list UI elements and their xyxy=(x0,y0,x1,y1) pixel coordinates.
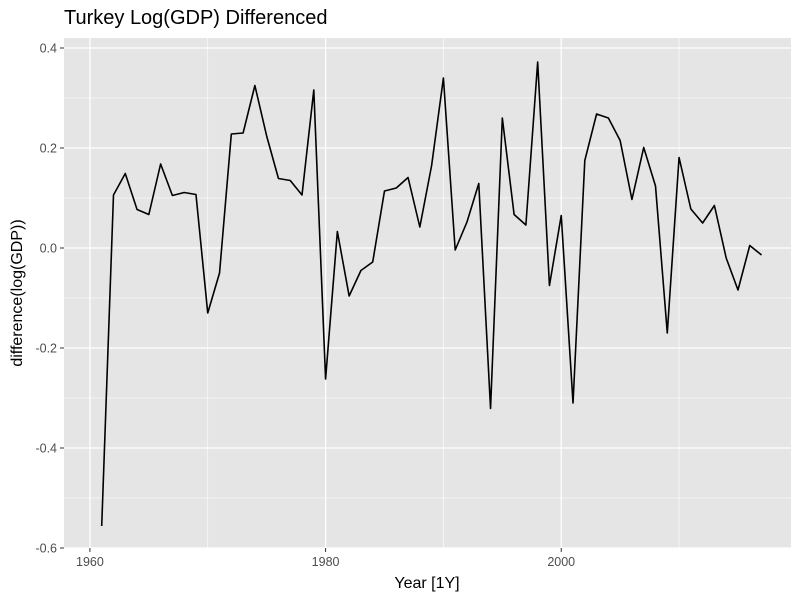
major-gridlines xyxy=(64,38,791,549)
plot-panel xyxy=(64,38,791,548)
chart-title: Turkey Log(GDP) Differenced xyxy=(64,7,327,29)
x-axis: 1960 1980 2000 xyxy=(76,548,575,569)
y-tick-label: 0.2 xyxy=(40,142,57,156)
x-tick-label: 1960 xyxy=(76,555,104,569)
minor-gridlines xyxy=(64,38,791,548)
y-tick-label: -0.2 xyxy=(35,342,57,356)
x-tick-label: 1980 xyxy=(312,555,340,569)
y-tick-label: 0.0 xyxy=(40,242,57,256)
series-line xyxy=(100,61,763,527)
y-tick-label: -0.6 xyxy=(35,542,57,556)
y-tick-label: -0.4 xyxy=(35,442,57,456)
y-axis-title: difference(log(GDP)) xyxy=(9,219,26,366)
y-axis: -0.6 -0.4 -0.2 0.0 0.2 0.4 xyxy=(35,42,64,556)
y-tick-label: 0.4 xyxy=(40,42,57,56)
x-axis-title: Year [1Y] xyxy=(394,575,459,592)
x-tick-label: 2000 xyxy=(547,555,575,569)
